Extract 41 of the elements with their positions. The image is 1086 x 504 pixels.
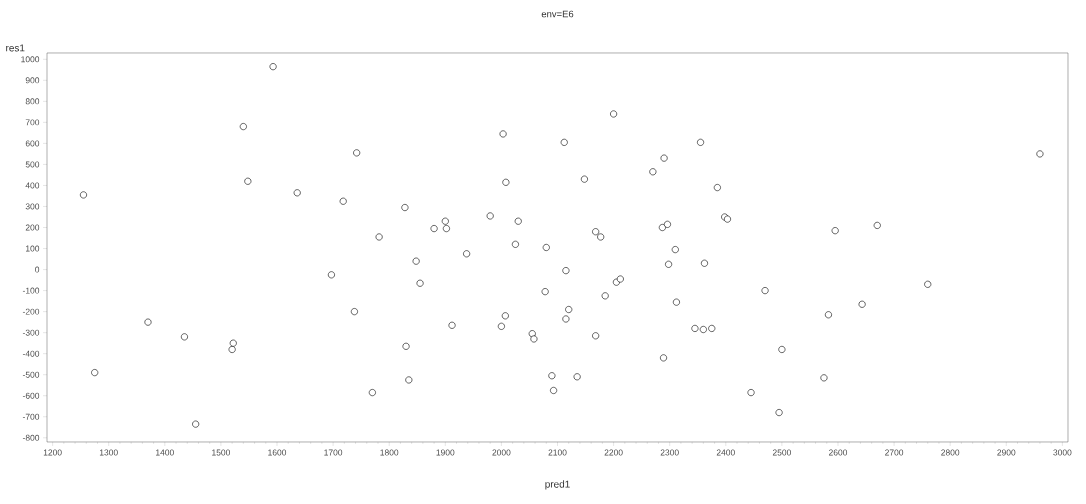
x-tick-label: 2300 [660, 449, 679, 456]
y-axis-title: res1 [6, 44, 25, 52]
y-tick-label: -600 [22, 392, 40, 399]
x-tick-label: 1200 [43, 449, 62, 456]
x-tick-label: 1700 [324, 449, 343, 456]
y-tick-label: -500 [22, 371, 40, 378]
chart-title: env=E6 [541, 10, 574, 18]
y-tick-label: 400 [25, 182, 40, 189]
x-tick-label: 2000 [492, 449, 511, 456]
y-tick-label: 0 [35, 266, 40, 273]
y-tick-label: 800 [25, 98, 40, 105]
x-tick-label: 2600 [828, 449, 848, 456]
y-tick-label: 600 [25, 140, 40, 147]
y-tick-label: 300 [25, 203, 40, 210]
x-tick-label: 2800 [941, 449, 960, 456]
x-tick-label: 2500 [772, 449, 791, 456]
x-tick-label: 1300 [99, 449, 118, 456]
y-tick-label: -200 [22, 308, 40, 315]
x-tick-label: 2700 [885, 449, 904, 456]
x-tick-label: 1400 [156, 449, 174, 456]
y-tick-label: 900 [25, 77, 40, 84]
x-tick-label: 2400 [716, 449, 735, 456]
x-tick-label: 1600 [268, 449, 287, 456]
y-tick-label: 200 [25, 224, 40, 231]
y-tick-label: -400 [22, 350, 40, 357]
y-tick-label: -700 [22, 413, 40, 420]
x-tick-label: 1800 [380, 449, 399, 456]
x-tick-label: 1500 [212, 449, 230, 456]
y-tick-label: -100 [22, 287, 40, 294]
x-tick-label: 3000 [1053, 449, 1072, 456]
x-tick-label: 2900 [997, 449, 1016, 456]
x-tick-label: 2100 [548, 449, 567, 456]
y-tick-label: 100 [26, 245, 40, 252]
y-tick-label: 700 [25, 119, 40, 126]
y-tick-label: 500 [25, 161, 40, 168]
y-tick-label: -300 [22, 329, 40, 336]
y-tick-label: -800 [22, 434, 40, 441]
x-axis-title: pred1 [545, 480, 570, 490]
y-tick-label: 1000 [21, 56, 40, 63]
x-tick-label: 2200 [604, 449, 623, 456]
x-tick-label: 1900 [436, 449, 455, 456]
